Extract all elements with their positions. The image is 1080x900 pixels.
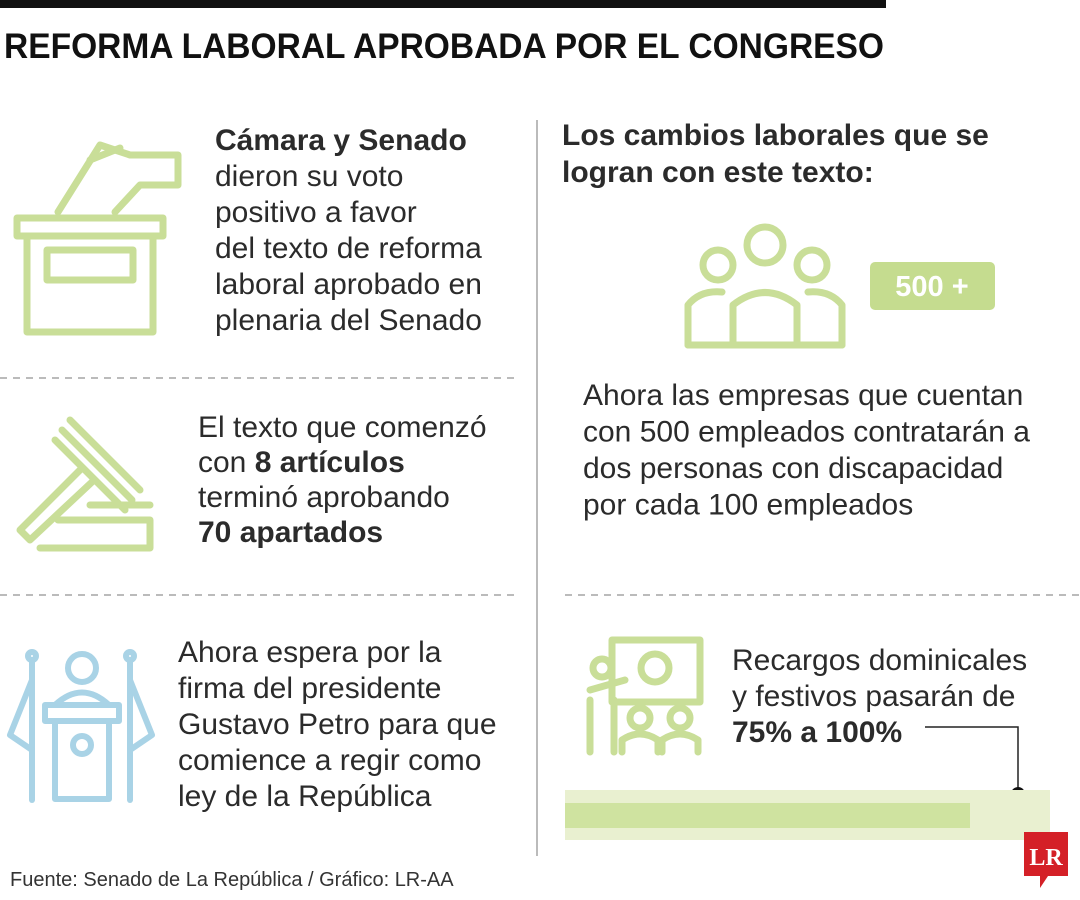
vote-line: positivo a favor xyxy=(215,196,417,229)
signature-line: ley de la República xyxy=(178,780,432,813)
articles-text: terminó aprobando xyxy=(198,481,450,514)
articles-text: con xyxy=(198,446,246,479)
right-heading: Los cambios laborales que se logran con e… xyxy=(562,119,989,189)
badge xyxy=(870,262,995,310)
surcharge-line: y festivos pasarán de xyxy=(732,680,1016,713)
hiring-line: con 500 empleados contratarán a xyxy=(583,416,1030,449)
surcharge-line: Recargos dominicales xyxy=(732,644,1027,677)
articles-bold: 70 apartados xyxy=(198,516,383,549)
vote-line: plenaria del Senado xyxy=(215,304,482,337)
title: REFORMA LABORAL APROBADA POR EL CONGRESO xyxy=(4,27,884,66)
source: Fuente: Senado de La República / Gráfico… xyxy=(10,869,454,891)
signature-line: Ahora espera por la xyxy=(178,636,442,669)
right-heading-line: logran con este texto: xyxy=(562,156,874,189)
gavel-icon xyxy=(16,416,154,552)
badge-text: 500 + xyxy=(895,271,968,303)
top-bar xyxy=(0,0,886,8)
vote-line: laboral aprobado en xyxy=(215,268,482,301)
hiring-line: por cada 100 empleados xyxy=(583,489,913,522)
logo-box xyxy=(1024,832,1068,888)
bar-fill xyxy=(565,803,970,828)
right-heading-line: Los cambios laborales que se xyxy=(562,119,989,152)
vote-heading: Cámara y Senado xyxy=(215,124,467,157)
signature-line: Gustavo Petro para que xyxy=(178,708,497,741)
presentation-icon xyxy=(586,636,704,756)
people-icon xyxy=(684,223,846,349)
podium-icon xyxy=(7,649,155,803)
hiring-text: Ahora las empresas que cuentan con 500 em… xyxy=(583,379,1030,522)
articles-text: con 8 artículos xyxy=(198,446,405,479)
signature-line: firma del presidente xyxy=(178,672,441,705)
surcharge-bold: 75% a 100% xyxy=(732,716,902,749)
articles-bold: 8 artículos xyxy=(255,446,405,479)
hiring-line: dos personas con discapacidad xyxy=(583,452,1003,485)
signature-line: comience a regir como xyxy=(178,744,481,777)
logo: LR xyxy=(1029,845,1063,871)
ballot-icon xyxy=(13,141,182,336)
vote-line: dieron su voto xyxy=(215,160,403,193)
hiring-line: Ahora las empresas que cuentan xyxy=(583,379,1023,412)
vote-line: del texto de reforma xyxy=(215,232,482,265)
articles-text: El texto que comenzó xyxy=(198,411,487,444)
pointer xyxy=(925,726,1019,793)
